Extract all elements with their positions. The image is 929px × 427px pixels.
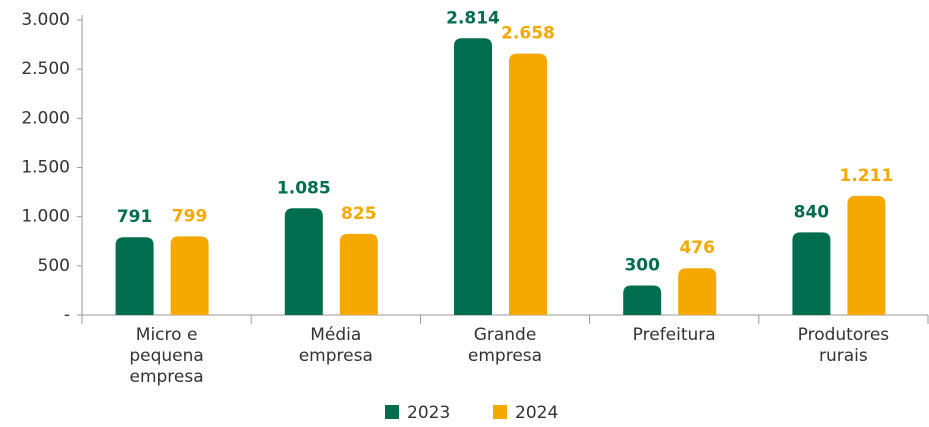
x-tick-label: Produtores rurais xyxy=(798,325,890,366)
legend-swatch xyxy=(385,405,399,419)
y-tick-label: 2.500 xyxy=(21,59,70,79)
value-label: 840 xyxy=(794,202,830,222)
legend-label: 2024 xyxy=(515,403,558,423)
value-label: 2.658 xyxy=(501,24,555,44)
x-tick-label: Média empresa xyxy=(299,325,373,366)
legend-swatch xyxy=(493,405,507,419)
value-label: 825 xyxy=(341,204,377,224)
y-tick-label: 2.000 xyxy=(21,108,70,128)
value-label: 2.814 xyxy=(446,8,500,28)
y-tick-label: 1.500 xyxy=(21,158,70,178)
bar xyxy=(170,236,209,315)
bar xyxy=(623,285,662,315)
value-label: 476 xyxy=(679,238,715,258)
x-tick-label: Prefeitura xyxy=(633,325,716,345)
bar xyxy=(792,232,831,315)
y-tick-label: 500 xyxy=(38,256,70,276)
value-label: 799 xyxy=(172,206,208,226)
bar xyxy=(339,233,378,315)
value-label: 1.085 xyxy=(277,178,331,198)
value-label: 1.211 xyxy=(840,166,894,186)
y-tick-label: 1.000 xyxy=(21,207,70,227)
value-label: 300 xyxy=(624,256,660,276)
x-tick-label: Micro e pequena empresa xyxy=(129,325,203,387)
y-tick-label: - xyxy=(64,305,70,325)
bar xyxy=(509,53,547,315)
bar xyxy=(454,38,492,315)
bar xyxy=(115,237,154,315)
bar xyxy=(678,268,717,315)
bar xyxy=(847,195,886,315)
y-tick-label: 3.000 xyxy=(21,10,70,30)
legend-label: 2023 xyxy=(407,403,450,423)
value-label: 791 xyxy=(117,207,153,227)
x-tick-label: Grande empresa xyxy=(468,325,542,366)
bar xyxy=(284,208,323,315)
